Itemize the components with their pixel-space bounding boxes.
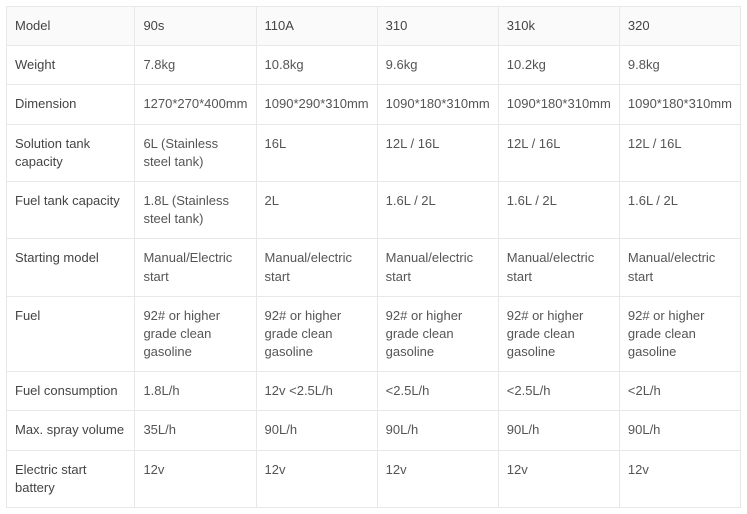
table-row: Solution tank capacity 6L (Stainless ste… xyxy=(7,124,741,181)
table-body: Weight 7.8kg 10.8kg 9.6kg 10.2kg 9.8kg D… xyxy=(7,46,741,508)
row-label: Electric start battery xyxy=(7,450,135,507)
cell: 92# or higher grade clean gasoline xyxy=(498,296,619,372)
cell: Manual/electric start xyxy=(619,239,740,296)
cell: 10.2kg xyxy=(498,46,619,85)
cell: 92# or higher grade clean gasoline xyxy=(377,296,498,372)
row-label: Fuel xyxy=(7,296,135,372)
cell: <2L/h xyxy=(619,372,740,411)
cell: 12L / 16L xyxy=(619,124,740,181)
col-header-310: 310 xyxy=(377,7,498,46)
cell: 16L xyxy=(256,124,377,181)
cell: 1090*180*310mm xyxy=(498,85,619,124)
cell: 12v xyxy=(377,450,498,507)
cell: 12L / 16L xyxy=(498,124,619,181)
cell: 2L xyxy=(256,181,377,238)
cell: 9.6kg xyxy=(377,46,498,85)
cell: 12L / 16L xyxy=(377,124,498,181)
cell: 90L/h xyxy=(256,411,377,450)
cell: 12v xyxy=(135,450,256,507)
spec-table: Model 90s 110A 310 310k 320 Weight 7.8kg… xyxy=(6,6,741,508)
cell: 12v xyxy=(498,450,619,507)
cell: 12v <2.5L/h xyxy=(256,372,377,411)
table-row: Weight 7.8kg 10.8kg 9.6kg 10.2kg 9.8kg xyxy=(7,46,741,85)
row-label: Fuel tank capacity xyxy=(7,181,135,238)
cell: 1.8L/h xyxy=(135,372,256,411)
table-row: Electric start battery 12v 12v 12v 12v 1… xyxy=(7,450,741,507)
cell: 92# or higher grade clean gasoline xyxy=(135,296,256,372)
cell: Manual/electric start xyxy=(377,239,498,296)
cell: 7.8kg xyxy=(135,46,256,85)
cell: Manual/electric start xyxy=(256,239,377,296)
cell: 90L/h xyxy=(619,411,740,450)
cell: 90L/h xyxy=(498,411,619,450)
row-label: Solution tank capacity xyxy=(7,124,135,181)
col-header-310k: 310k xyxy=(498,7,619,46)
row-label: Weight xyxy=(7,46,135,85)
cell: <2.5L/h xyxy=(377,372,498,411)
table-row: Starting model Manual/Electric start Man… xyxy=(7,239,741,296)
cell: 12v xyxy=(256,450,377,507)
row-label: Max. spray volume xyxy=(7,411,135,450)
cell: 1090*290*310mm xyxy=(256,85,377,124)
cell: 6L (Stainless steel tank) xyxy=(135,124,256,181)
cell: Manual/Electric start xyxy=(135,239,256,296)
cell: 1.6L / 2L xyxy=(498,181,619,238)
table-row: Fuel tank capacity 1.8L (Stainless steel… xyxy=(7,181,741,238)
cell: 92# or higher grade clean gasoline xyxy=(256,296,377,372)
cell: 9.8kg xyxy=(619,46,740,85)
cell: 1270*270*400mm xyxy=(135,85,256,124)
cell: 10.8kg xyxy=(256,46,377,85)
cell: 12v xyxy=(619,450,740,507)
row-label: Fuel consumption xyxy=(7,372,135,411)
cell: 1.6L / 2L xyxy=(377,181,498,238)
table-row: Fuel 92# or higher grade clean gasoline … xyxy=(7,296,741,372)
cell: Manual/electric start xyxy=(498,239,619,296)
cell: 92# or higher grade clean gasoline xyxy=(619,296,740,372)
col-header-model: Model xyxy=(7,7,135,46)
cell: 35L/h xyxy=(135,411,256,450)
row-label: Starting model xyxy=(7,239,135,296)
row-label: Dimension xyxy=(7,85,135,124)
col-header-90s: 90s xyxy=(135,7,256,46)
cell: 1090*180*310mm xyxy=(619,85,740,124)
col-header-320: 320 xyxy=(619,7,740,46)
cell: 1.6L / 2L xyxy=(619,181,740,238)
col-header-110a: 110A xyxy=(256,7,377,46)
cell: <2.5L/h xyxy=(498,372,619,411)
table-row: Max. spray volume 35L/h 90L/h 90L/h 90L/… xyxy=(7,411,741,450)
cell: 1.8L (Stainless steel tank) xyxy=(135,181,256,238)
cell: 90L/h xyxy=(377,411,498,450)
table-row: Dimension 1270*270*400mm 1090*290*310mm … xyxy=(7,85,741,124)
cell: 1090*180*310mm xyxy=(377,85,498,124)
table-header-row: Model 90s 110A 310 310k 320 xyxy=(7,7,741,46)
table-row: Fuel consumption 1.8L/h 12v <2.5L/h <2.5… xyxy=(7,372,741,411)
